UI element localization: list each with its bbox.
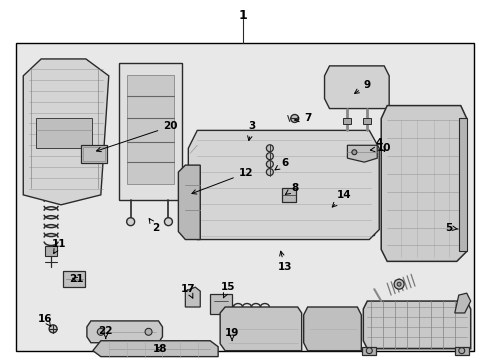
Polygon shape xyxy=(188,130,379,239)
Bar xyxy=(458,118,466,251)
Bar xyxy=(343,118,351,125)
Text: 15: 15 xyxy=(221,282,235,298)
Polygon shape xyxy=(87,321,162,343)
Text: 9: 9 xyxy=(354,80,370,94)
Bar xyxy=(119,63,182,200)
Circle shape xyxy=(266,153,273,159)
Text: 8: 8 xyxy=(285,183,298,194)
Bar xyxy=(81,145,106,163)
Polygon shape xyxy=(363,301,470,349)
Bar xyxy=(45,247,57,256)
Text: 5: 5 xyxy=(444,222,457,233)
Text: 18: 18 xyxy=(153,344,167,354)
Circle shape xyxy=(97,328,104,335)
Polygon shape xyxy=(178,165,200,239)
Circle shape xyxy=(266,168,273,176)
Text: 12: 12 xyxy=(192,168,253,194)
Circle shape xyxy=(458,348,464,354)
Text: 16: 16 xyxy=(38,314,52,327)
Bar xyxy=(63,271,85,287)
Text: 7: 7 xyxy=(294,113,311,123)
Polygon shape xyxy=(303,307,361,351)
Polygon shape xyxy=(324,66,388,109)
Text: 3: 3 xyxy=(247,121,255,140)
Circle shape xyxy=(290,114,298,122)
Bar xyxy=(83,147,104,161)
Text: 10: 10 xyxy=(369,143,391,153)
Text: 1: 1 xyxy=(238,9,247,22)
Text: 6: 6 xyxy=(274,158,288,170)
Text: 20: 20 xyxy=(96,121,177,152)
Bar xyxy=(362,347,375,355)
Bar xyxy=(281,188,295,202)
Text: 4: 4 xyxy=(375,138,384,152)
Circle shape xyxy=(244,136,251,144)
Text: 21: 21 xyxy=(69,274,83,284)
Bar xyxy=(210,294,232,314)
Circle shape xyxy=(393,279,403,289)
Polygon shape xyxy=(220,307,301,351)
Text: 17: 17 xyxy=(181,284,195,298)
Circle shape xyxy=(266,145,273,152)
Polygon shape xyxy=(195,185,373,235)
Text: 19: 19 xyxy=(224,328,239,341)
Bar xyxy=(36,118,92,148)
Polygon shape xyxy=(185,287,200,307)
Bar xyxy=(16,43,473,351)
Circle shape xyxy=(145,328,152,335)
Polygon shape xyxy=(346,145,376,162)
Circle shape xyxy=(351,150,356,155)
Text: 11: 11 xyxy=(52,239,66,253)
Polygon shape xyxy=(381,105,466,261)
Circle shape xyxy=(126,218,134,226)
Polygon shape xyxy=(454,293,470,313)
Polygon shape xyxy=(93,341,218,357)
Circle shape xyxy=(164,218,172,226)
Text: 22: 22 xyxy=(99,326,113,339)
Circle shape xyxy=(396,282,400,286)
Circle shape xyxy=(366,348,371,354)
Bar xyxy=(454,347,468,355)
Text: 14: 14 xyxy=(331,190,351,207)
Bar xyxy=(126,75,174,184)
Bar xyxy=(363,118,370,125)
Circle shape xyxy=(266,161,273,168)
Polygon shape xyxy=(23,59,108,205)
Text: 2: 2 xyxy=(149,219,159,233)
Circle shape xyxy=(49,325,57,333)
Text: 13: 13 xyxy=(277,251,291,272)
